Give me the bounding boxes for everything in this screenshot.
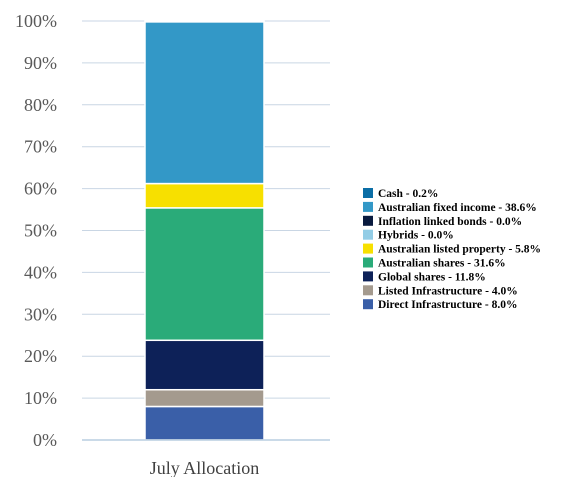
y-tick-label: 10%	[24, 388, 57, 408]
y-tick-label: 100%	[15, 11, 57, 31]
legend-label: Global shares - 11.8%	[378, 271, 486, 283]
bar-segment	[144, 207, 265, 342]
y-tick-label: 60%	[24, 179, 57, 199]
y-tick-label: 50%	[24, 221, 57, 241]
legend-swatch	[363, 215, 373, 226]
stacked-bar	[144, 20, 265, 441]
legend-label: Listed Infrastructure - 4.0%	[378, 285, 518, 297]
y-tick-label: 70%	[24, 137, 57, 157]
bar-segment	[144, 339, 265, 391]
legend-swatch	[363, 229, 373, 240]
legend-label: Cash - 0.2%	[378, 188, 438, 200]
bar-segment	[144, 182, 265, 209]
legend-swatch	[363, 285, 373, 296]
x-category-label: July Allocation	[150, 458, 260, 477]
legend-label: Direct Infrastructure - 8.0%	[378, 299, 517, 311]
bar-segment	[144, 405, 265, 441]
legend-label: Australian listed property - 5.8%	[378, 244, 541, 256]
legend-label: Australian fixed income - 38.6%	[378, 202, 537, 214]
y-tick-label: 0%	[33, 430, 57, 450]
x-axis-category-labels: July Allocation	[150, 458, 260, 477]
legend-swatch	[363, 243, 373, 254]
y-axis-tick-labels: 0% 10% 20% 30% 40% 50% 60% 70% 80% 90% 100%	[15, 11, 57, 450]
bar-segment	[144, 20, 265, 23]
y-tick-label: 40%	[24, 262, 57, 282]
legend-label: Inflation linked bonds - 0.0%	[378, 216, 522, 228]
legend-label: Australian shares - 31.6%	[378, 258, 506, 270]
legend-label: Hybrids - 0.0%	[378, 230, 454, 242]
y-tick-label: 90%	[24, 53, 57, 73]
y-tick-label: 30%	[24, 304, 57, 324]
legend-swatch	[363, 257, 373, 268]
legend-swatch	[363, 201, 373, 212]
legend-swatch	[363, 188, 373, 198]
legend: Cash - 0.2% Australian fixed income - 38.…	[363, 188, 541, 311]
legend-swatch	[363, 299, 373, 310]
legend-swatch	[363, 271, 373, 282]
bar-segment	[144, 388, 265, 408]
y-tick-label: 20%	[24, 346, 57, 366]
y-tick-label: 80%	[24, 95, 57, 115]
bar-segment	[144, 21, 265, 185]
